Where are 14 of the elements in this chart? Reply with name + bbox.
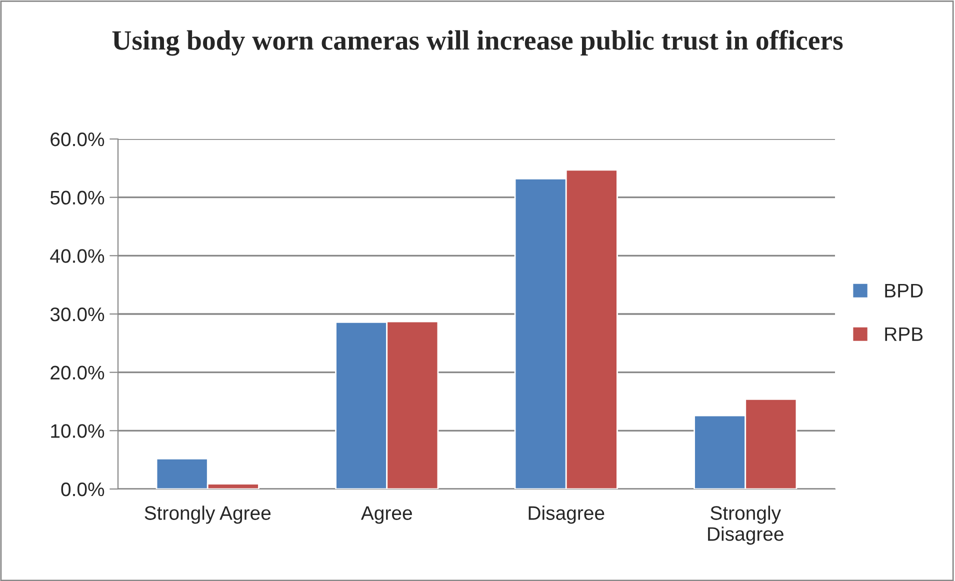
y-tick-label: 40.0% [50,249,104,263]
x-tick-label: Strongly Disagree [708,506,784,545]
chart-title: Using body worn cameras will increase public trust in officers [112,30,843,56]
legend-label: BPD [885,284,923,298]
y-tick-label: 20.0% [50,366,104,380]
x-tick-label: Agree [360,506,412,524]
y-tick-label: 50.0% [50,190,104,205]
y-tick-label: 0.0% [61,482,104,496]
x-tick-label: Strongly Agree [144,506,271,524]
legend-label: RPB [885,327,923,341]
x-tick-label: Disagree [528,506,604,524]
y-tick-label: 60.0% [50,132,104,146]
y-tick-label: 30.0% [50,307,104,322]
y-tick-label: 10.0% [51,424,104,438]
